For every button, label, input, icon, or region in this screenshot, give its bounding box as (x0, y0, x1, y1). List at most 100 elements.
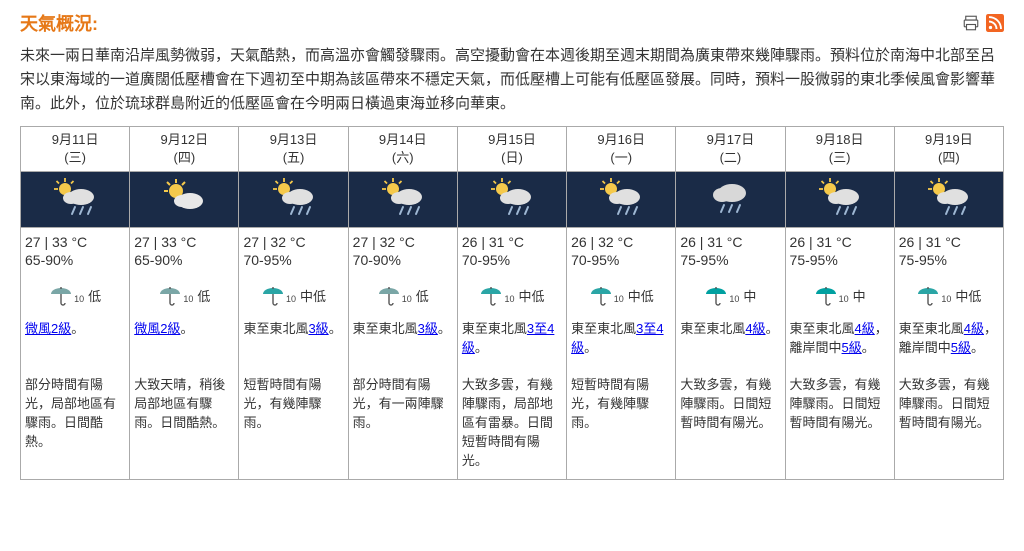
forecast-grid: 9月11日 (三) 27 | 33 °C 65-90% 10 低 (20, 126, 1004, 480)
date-text: 9月14日 (351, 131, 455, 149)
temperature: 27 | 33 °C (21, 228, 129, 252)
temperature: 27 | 32 °C (239, 228, 347, 252)
temperature: 26 | 31 °C (458, 228, 566, 252)
humidity: 75-95% (895, 252, 1003, 274)
wind-link[interactable]: 4級 (855, 321, 875, 336)
description: 短暫時間有陽光，有幾陣驟雨。 (239, 372, 347, 478)
umbrella-icon: 10 (158, 284, 193, 306)
date-text: 9月11日 (23, 131, 127, 149)
wind-pre: 東至東北風 (462, 321, 527, 336)
page-title: 天氣概況: (20, 10, 98, 36)
humidity: 70-95% (458, 252, 566, 274)
weather-icon (925, 177, 973, 222)
wind-cell: 東至東北風3至4級。 (458, 316, 566, 372)
wind-link2[interactable]: 5級 (951, 340, 971, 355)
umbrella-icon: 10 (261, 284, 296, 306)
humidity: 65-90% (130, 252, 238, 274)
weather-icon (816, 177, 864, 222)
humidity: 65-90% (21, 252, 129, 274)
wind-text2: 離岸間中 (790, 340, 842, 355)
weather-icon (488, 177, 536, 222)
forecast-day: 9月15日 (日) 26 | 31 °C 70-95% 10 中低 (458, 127, 567, 479)
forecast-day: 9月13日 (五) 27 | 32 °C 70-95% 10 中低 (239, 127, 348, 479)
date-text: 9月15日 (460, 131, 564, 149)
weekday-text: (五) (241, 149, 345, 167)
weather-icon (160, 177, 208, 222)
print-icon[interactable] (962, 14, 980, 32)
rain-label: 低 (416, 286, 429, 305)
rain-sub: 10 (614, 294, 624, 304)
description: 部分時間有陽光，局部地區有驟雨。日間酷熱。 (21, 372, 129, 478)
date-cell: 9月14日 (六) (349, 127, 457, 172)
temperature: 27 | 32 °C (349, 228, 457, 252)
description: 大致天晴，稍後局部地區有驟雨。日間酷熱。 (130, 372, 238, 478)
date-cell: 9月13日 (五) (239, 127, 347, 172)
weather-icon (51, 177, 99, 222)
wind-link[interactable]: 4級 (745, 321, 765, 336)
wind-link[interactable]: 3級 (308, 321, 328, 336)
wind-link[interactable]: 微風2級 (25, 321, 71, 336)
weekday-text: (三) (23, 149, 127, 167)
weather-icon-cell (458, 172, 566, 228)
umbrella-icon: 10 (814, 284, 849, 306)
wind-cell: 東至東北風4級離岸間中5級。 (786, 316, 894, 372)
rain-label: 中低 (300, 286, 326, 305)
rain-label: 低 (197, 286, 210, 305)
wind-pre: 東至東北風 (353, 321, 418, 336)
humidity: 75-95% (676, 252, 784, 274)
weekday-text: (四) (132, 149, 236, 167)
rss-icon[interactable] (986, 14, 1004, 32)
header-icons (962, 14, 1004, 32)
wind-cell: 東至東北風4級。 (676, 316, 784, 372)
forecast-day: 9月17日 (二) 26 | 31 °C 75-95% 10 中 東至東北風4級… (676, 127, 785, 479)
weather-icon-cell (786, 172, 894, 228)
rain-prob-cell: 10 中低 (239, 274, 347, 316)
wind-cell: 微風2級。 (21, 316, 129, 372)
wind-cell: 東至東北風4級離岸間中5級。 (895, 316, 1003, 372)
date-cell: 9月11日 (三) (21, 127, 129, 172)
rain-prob-cell: 10 低 (130, 274, 238, 316)
wind-cell: 東至東北風3級。 (239, 316, 347, 372)
umbrella-icon: 10 (479, 284, 514, 306)
wind-post: 。 (180, 321, 193, 336)
header-row: 天氣概況: (20, 10, 1004, 36)
umbrella-icon: 10 (704, 284, 739, 306)
temperature: 27 | 33 °C (130, 228, 238, 252)
description: 大致多雲，有幾陣驟雨。日間短暫時間有陽光。 (895, 372, 1003, 478)
wind-post: 。 (584, 340, 597, 355)
umbrella-icon: 10 (589, 284, 624, 306)
rain-prob-cell: 10 中 (786, 274, 894, 316)
weather-icon-cell (239, 172, 347, 228)
forecast-day: 9月18日 (三) 26 | 31 °C 75-95% 10 中 (786, 127, 895, 479)
weekday-text: (六) (351, 149, 455, 167)
rain-label: 中低 (628, 286, 654, 305)
forecast-day: 9月14日 (六) 27 | 32 °C 70-90% 10 低 (349, 127, 458, 479)
wind-pre: 東至東北風 (571, 321, 636, 336)
rain-prob-cell: 10 中低 (895, 274, 1003, 316)
wind-link2[interactable]: 5級 (842, 340, 862, 355)
date-text: 9月17日 (678, 131, 782, 149)
rain-prob-cell: 10 中低 (458, 274, 566, 316)
wind-cell: 東至東北風3至4級。 (567, 316, 675, 372)
weekday-text: (日) (460, 149, 564, 167)
wind-post: 。 (329, 321, 342, 336)
temperature: 26 | 31 °C (786, 228, 894, 252)
description: 部分時間有陽光，有一兩陣驟雨。 (349, 372, 457, 478)
wind-post: 。 (766, 321, 779, 336)
wind-link[interactable]: 4級 (964, 321, 984, 336)
rain-prob-cell: 10 低 (349, 274, 457, 316)
humidity: 70-95% (239, 252, 347, 274)
date-text: 9月19日 (897, 131, 1001, 149)
date-cell: 9月16日 (一) (567, 127, 675, 172)
weather-icon-cell (895, 172, 1003, 228)
wind-pre: 東至東北風 (790, 321, 855, 336)
weekday-text: (一) (569, 149, 673, 167)
wind-link[interactable]: 3級 (418, 321, 438, 336)
wind-link[interactable]: 微風2級 (134, 321, 180, 336)
wind-cell: 微風2級。 (130, 316, 238, 372)
rain-sub: 10 (504, 294, 514, 304)
weather-icon (379, 177, 427, 222)
humidity: 70-95% (567, 252, 675, 274)
date-text: 9月18日 (788, 131, 892, 149)
umbrella-icon: 10 (49, 284, 84, 306)
